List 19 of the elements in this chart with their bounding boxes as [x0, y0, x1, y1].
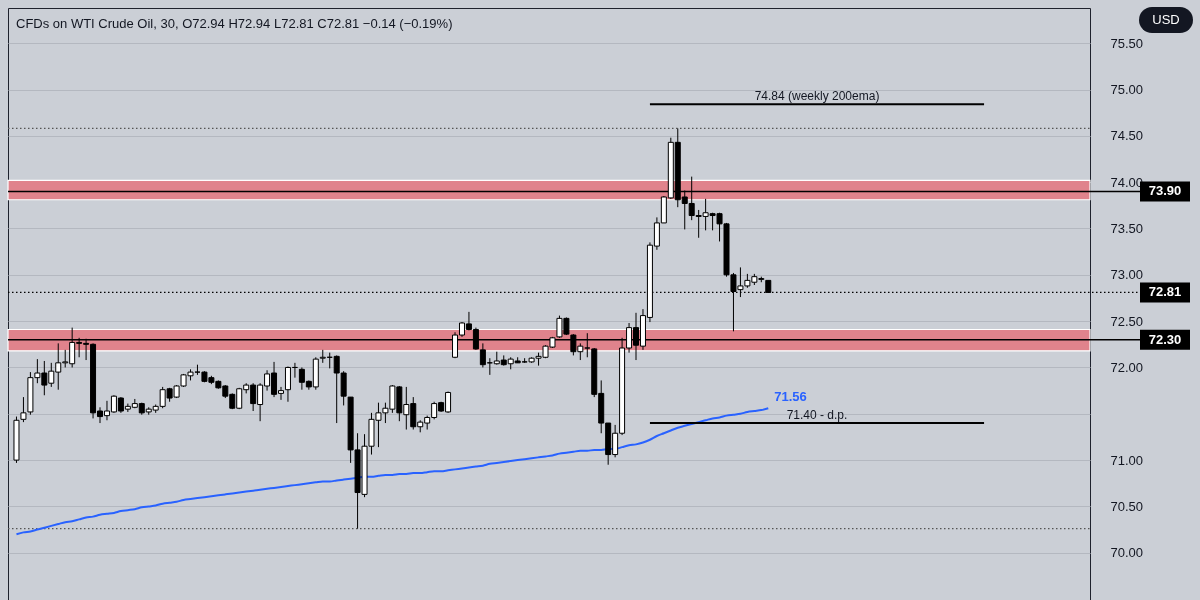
ref-line-label: 72.30	[1148, 331, 1182, 347]
y-tick-label: 70.00	[1110, 545, 1144, 561]
y-tick-label: 72.00	[1110, 359, 1144, 375]
y-tick-label: 73.00	[1110, 267, 1144, 283]
data-label: 71.56	[774, 389, 807, 405]
y-tick-label: 73.50	[1110, 220, 1144, 236]
y-tick-label: 71.00	[1110, 452, 1144, 468]
y-tick-label: 75.00	[1110, 82, 1144, 98]
text: USD	[1152, 12, 1180, 27]
ref-line-label: 73.90	[1148, 183, 1182, 199]
ref-line-label: 72.81	[1148, 284, 1182, 300]
y-tick-label: 70.50	[1110, 498, 1144, 514]
text: CFDs on WTI Crude Oil, 30, O72.94 H72.94 L72.81 C72.81 −0.14 (−0.19%)	[16, 16, 453, 31]
ref-line-label: 71.40 - d.p.	[786, 408, 848, 423]
y-tick-label: 75.50	[1110, 35, 1144, 51]
y-tick-label: 72.50	[1110, 313, 1144, 329]
line-series	[15, 407, 770, 536]
y-tick-label: 74.50	[1110, 128, 1144, 144]
ref-line-label: 74.84 (weekly 200ema)	[754, 89, 880, 104]
